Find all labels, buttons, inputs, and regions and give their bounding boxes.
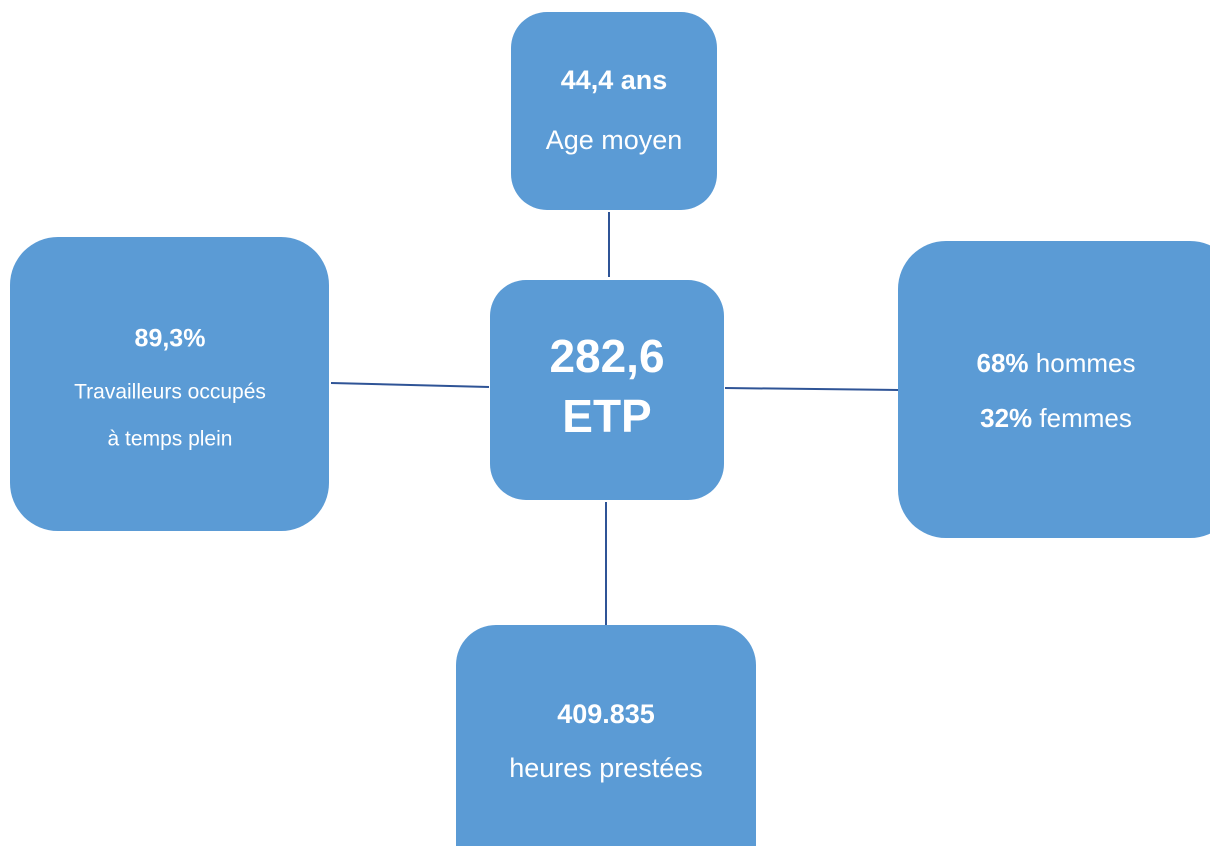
row-label: femmes xyxy=(1039,403,1131,433)
node-row: 32% femmes xyxy=(980,403,1132,433)
box xyxy=(898,241,1210,538)
row-label: hommes xyxy=(1036,348,1136,378)
node-value: 282,6 xyxy=(549,330,664,382)
node-center: 282,6 ETP xyxy=(490,280,724,500)
node-value: 89,3% xyxy=(135,325,206,353)
link-right xyxy=(724,387,899,391)
node-row: 68% hommes xyxy=(977,348,1136,378)
node-label: ETP xyxy=(562,390,651,442)
row-value: 68% xyxy=(977,348,1029,378)
box xyxy=(511,12,717,210)
node-left: 89,3% Travailleurs occupés à temps plein xyxy=(10,237,329,531)
box xyxy=(490,280,724,500)
box xyxy=(10,237,329,531)
node-value: 44,4 ans xyxy=(561,65,668,95)
node-label: Age moyen xyxy=(546,125,683,155)
box xyxy=(456,625,756,846)
node-top: 44,4 ans Age moyen xyxy=(511,12,717,210)
node-right: 68% hommes 32% femmes xyxy=(898,241,1210,538)
node-label: Travailleurs occupés xyxy=(74,381,266,404)
links xyxy=(330,212,899,625)
node-label: à temps plein xyxy=(108,428,233,451)
link-left xyxy=(330,382,490,388)
node-value: 409.835 xyxy=(557,699,655,729)
row-value: 32% xyxy=(980,403,1032,433)
node-bottom: 409.835 heures prestées xyxy=(456,625,756,846)
node-label: heures prestées xyxy=(509,753,703,783)
